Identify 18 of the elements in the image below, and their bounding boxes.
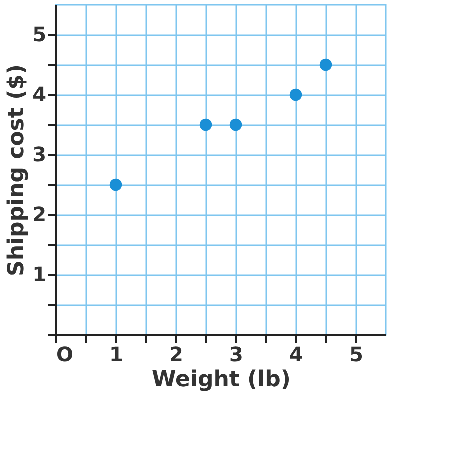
x-tick-label: 1 bbox=[110, 342, 124, 366]
x-axis-title: Weight (lb) bbox=[152, 368, 291, 392]
point bbox=[110, 178, 122, 192]
x-tick-label: 3 bbox=[230, 342, 244, 366]
x-tick-label: 5 bbox=[350, 342, 364, 366]
point bbox=[230, 118, 242, 132]
point bbox=[200, 118, 212, 132]
y-tick-label: 2 bbox=[32, 202, 46, 226]
point bbox=[320, 58, 332, 72]
y-tick-label: 1 bbox=[32, 262, 46, 286]
x-tick-label: 4 bbox=[290, 342, 304, 366]
point bbox=[290, 88, 302, 102]
y-tick-label: 4 bbox=[32, 82, 46, 106]
x-tick-label: O bbox=[56, 342, 74, 366]
y-tick-label: 5 bbox=[32, 22, 46, 46]
y-axis-title: Shipping cost ($) bbox=[4, 64, 30, 276]
y-tick-label: 3 bbox=[32, 142, 46, 166]
x-tick-label: 2 bbox=[170, 342, 184, 366]
